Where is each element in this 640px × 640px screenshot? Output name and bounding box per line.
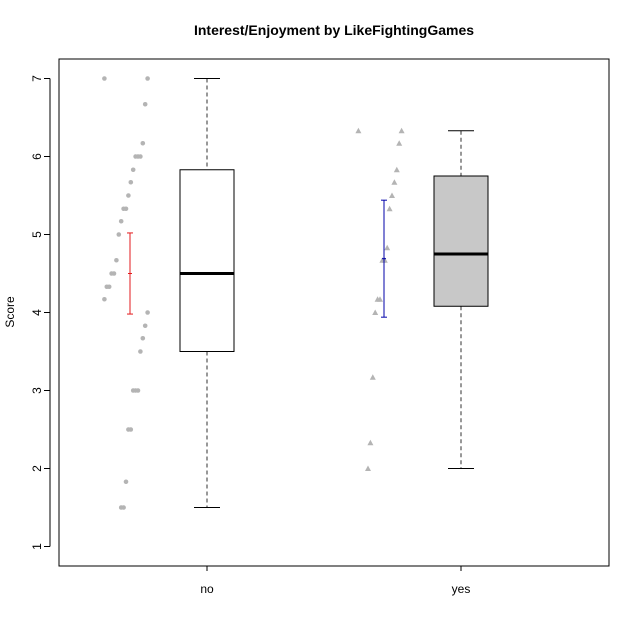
iqr-box — [179, 169, 235, 352]
data-point — [102, 76, 107, 81]
x-tick-label: no — [200, 582, 214, 596]
data-point — [145, 310, 150, 315]
data-point — [374, 296, 381, 302]
chart-title: Interest/Enjoyment by LikeFightingGames — [194, 22, 474, 38]
data-point — [398, 127, 405, 134]
data-point — [109, 271, 114, 276]
data-point — [126, 193, 131, 198]
y-tick-label: 6 — [30, 153, 44, 160]
data-point — [118, 505, 124, 510]
data-point — [391, 179, 398, 185]
data-point — [386, 205, 393, 212]
data-point — [384, 244, 391, 251]
data-point — [121, 206, 126, 212]
data-point — [355, 127, 362, 134]
y-axis: 1 2 3 4 5 6 7 — [30, 75, 51, 550]
plot-frame — [58, 58, 610, 567]
data-point — [114, 257, 119, 263]
data-point — [104, 284, 110, 290]
data-point — [393, 166, 400, 173]
data-point — [118, 218, 124, 224]
data-point — [126, 427, 131, 432]
boxes — [179, 78, 489, 508]
mean-bar-yes — [381, 199, 387, 318]
x-axis: no yes — [200, 566, 470, 596]
data-point — [128, 179, 134, 185]
box-no — [179, 78, 235, 508]
mean-error-bars — [127, 199, 387, 318]
iqr-box — [433, 175, 489, 307]
y-tick-label: 7 — [30, 75, 44, 82]
data-point — [102, 296, 107, 302]
y-axis-label: Score — [3, 296, 17, 328]
jitter-points — [102, 76, 405, 510]
data-point — [145, 76, 150, 81]
data-point — [133, 154, 138, 159]
data-point — [138, 349, 143, 354]
data-point — [369, 374, 376, 380]
data-point — [367, 439, 374, 446]
y-tick-label: 2 — [30, 465, 44, 472]
data-point — [116, 232, 122, 237]
data-point — [142, 323, 148, 329]
data-point — [140, 140, 146, 146]
data-point — [142, 101, 148, 107]
data-point — [123, 479, 129, 485]
data-point — [140, 335, 146, 341]
y-tick-label: 4 — [30, 309, 44, 316]
data-point — [365, 465, 371, 471]
mean-bar-no — [127, 232, 133, 315]
data-point — [372, 309, 379, 315]
data-point — [389, 192, 395, 198]
data-point — [396, 140, 403, 146]
y-tick-label: 3 — [30, 387, 44, 394]
y-tick-label: 1 — [30, 543, 44, 550]
data-point — [130, 167, 136, 173]
y-tick-label: 5 — [30, 231, 44, 238]
data-point — [130, 388, 136, 393]
x-tick-label: yes — [452, 582, 471, 596]
box-yes — [433, 130, 489, 469]
